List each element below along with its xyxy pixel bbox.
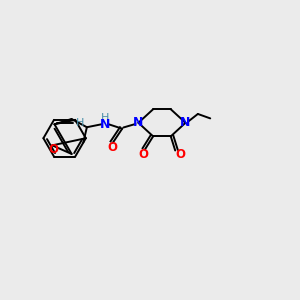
Text: N: N: [100, 118, 110, 131]
Text: N: N: [180, 116, 191, 129]
Text: H: H: [76, 118, 85, 128]
Text: N: N: [133, 116, 144, 129]
Text: O: O: [138, 148, 148, 160]
Text: O: O: [107, 141, 117, 154]
Text: H: H: [101, 113, 109, 123]
Text: O: O: [48, 143, 58, 156]
Text: O: O: [176, 148, 185, 160]
